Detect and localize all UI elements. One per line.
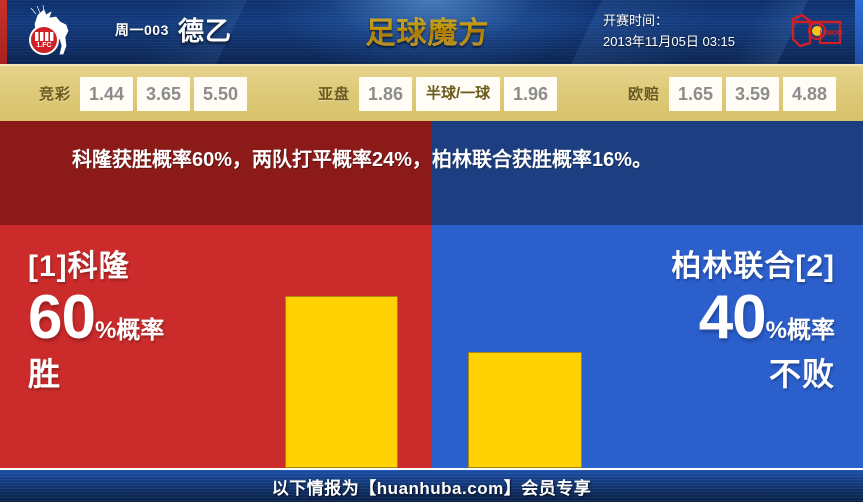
probability-summary-text: 科隆获胜概率60%，两队打平概率24%，柏林联合获胜概率16%。 xyxy=(72,149,653,171)
away-outcome-label: 不败 xyxy=(768,356,835,392)
odds-jingcai-away[interactable]: 5.50 xyxy=(194,76,248,111)
probability-banner: 科隆获胜概率60%，两队打平概率24%，柏林联合获胜概率16%。 xyxy=(0,121,863,225)
home-outcome-label: 胜 xyxy=(28,356,62,392)
odds-label-jingcai: 竞彩 xyxy=(39,86,72,103)
odds-euro-home[interactable]: 1.65 xyxy=(669,76,723,111)
brand-logo[interactable]: 足球魔方 xyxy=(345,6,510,54)
prediction-stage: [1]科隆 60%概率 胜 柏林联合[2] 40%概率 不败 xyxy=(0,225,863,468)
home-team-name: [1]科隆 xyxy=(28,250,130,283)
home-percent-value: 60 xyxy=(28,283,96,352)
away-percent-value: 40 xyxy=(698,283,767,352)
odds-asian-home[interactable]: 1.86 xyxy=(359,76,413,111)
header-left-accent-strip xyxy=(0,0,7,64)
away-percent-suffix: %概率 xyxy=(765,317,835,344)
kickoff-value: 2013年11月05日 03:15 xyxy=(603,34,736,49)
odds-group-asian: 亚盘 1.86 半球/一球 1.96 xyxy=(309,76,558,111)
match-round-label: 周一003 xyxy=(115,22,169,38)
union-berlin-crest-icon: UNION xyxy=(791,13,843,48)
away-percent-row: 40%概率 xyxy=(671,287,835,349)
odds-group-jingcai: 竞彩 1.44 3.65 5.50 xyxy=(30,76,248,111)
odds-euro-away[interactable]: 4.88 xyxy=(783,76,837,111)
page-header: 1.FC UNION 周一003 德乙 足球魔方 开赛时间： 2013年11月0… xyxy=(0,0,863,64)
odds-group-euro: 欧赔 1.65 3.59 4.88 xyxy=(619,76,837,111)
kickoff-time-block: 开赛时间： 2013年11月05日 03:15 xyxy=(603,10,735,52)
kickoff-label: 开赛时间： xyxy=(603,13,669,28)
home-team-block: [1]科隆 60%概率 胜 xyxy=(28,249,164,395)
home-probability-bar xyxy=(285,296,398,468)
header-right-accent-strip xyxy=(855,0,863,64)
banner-left-panel xyxy=(0,121,432,225)
home-percent-row: 60%概率 xyxy=(28,287,164,349)
odds-euro-draw[interactable]: 3.59 xyxy=(726,76,780,111)
svg-text:1.FC: 1.FC xyxy=(36,42,51,49)
league-name: 德乙 xyxy=(178,16,233,46)
odds-label-euro: 欧赔 xyxy=(628,86,661,103)
away-team-name: 柏林联合[2] xyxy=(671,250,835,283)
fc-koln-crest-icon: 1.FC xyxy=(29,4,69,55)
page-footer: 以下情报为【huanhuba.com】会员专享 xyxy=(0,468,863,502)
footer-membership-text: 以下情报为【huanhuba.com】会员专享 xyxy=(271,478,592,498)
odds-asian-away[interactable]: 1.96 xyxy=(504,76,558,111)
odds-asian-handicap[interactable]: 半球/一球 xyxy=(416,76,501,111)
away-team-block: 柏林联合[2] 40%概率 不败 xyxy=(671,249,835,395)
away-probability-bar xyxy=(468,352,582,468)
odds-jingcai-draw[interactable]: 3.65 xyxy=(137,76,191,111)
odds-jingcai-home[interactable]: 1.44 xyxy=(80,76,134,111)
home-percent-suffix: %概率 xyxy=(94,317,165,344)
banner-right-panel xyxy=(432,121,863,225)
svg-text:UNION: UNION xyxy=(820,30,843,37)
odds-bar: 竞彩 1.44 3.65 5.50 亚盘 1.86 半球/一球 1.96 欧赔 … xyxy=(0,64,863,121)
odds-label-asian: 亚盘 xyxy=(318,86,351,103)
